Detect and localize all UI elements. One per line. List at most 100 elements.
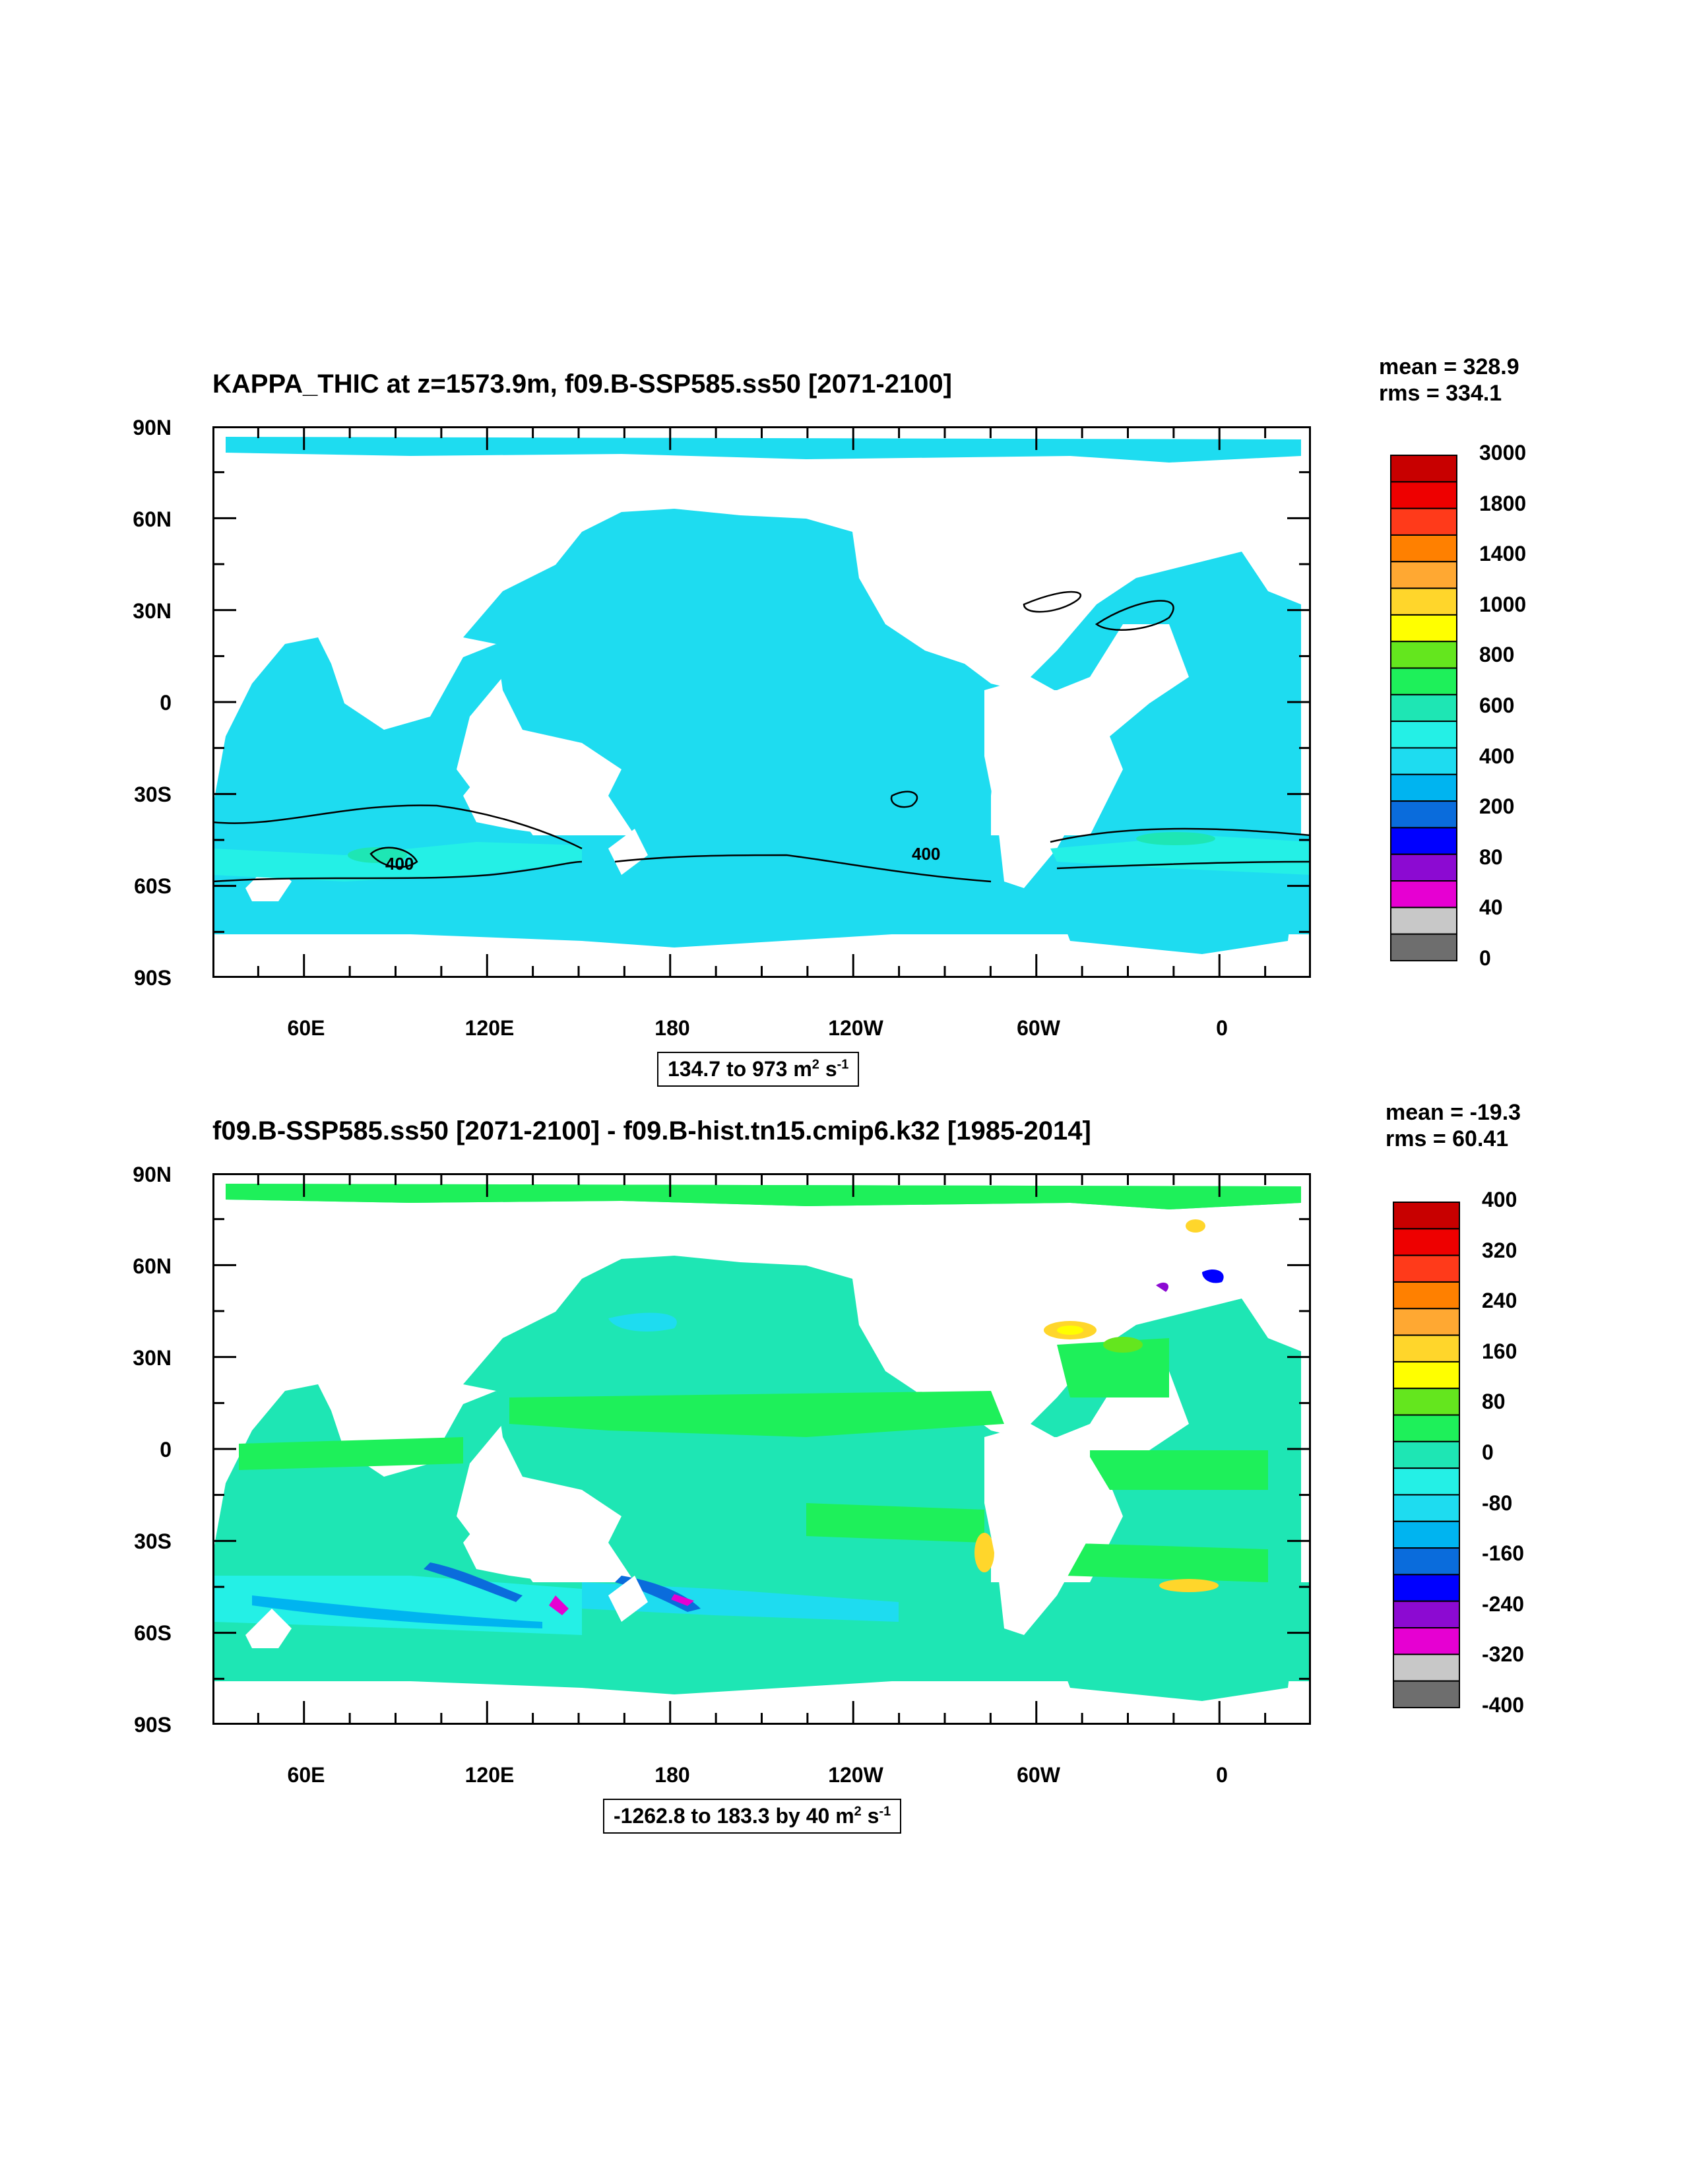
colorbar-label: 400 bbox=[1482, 1188, 1517, 1211]
colorbar-swatch bbox=[1393, 1680, 1460, 1708]
colorbar-label: 80 bbox=[1482, 1390, 1506, 1414]
panel1-lat-label-30n: 30N bbox=[133, 599, 172, 623]
panel2-map bbox=[212, 1173, 1311, 1725]
colorbar-swatch bbox=[1393, 1494, 1460, 1522]
colorbar-swatch bbox=[1393, 1334, 1460, 1363]
colorbar-label: -160 bbox=[1482, 1541, 1525, 1566]
colorbar-swatch bbox=[1390, 907, 1457, 935]
colorbar-swatch bbox=[1390, 693, 1457, 723]
panel2-rms: rms = 60.41 bbox=[1386, 1126, 1509, 1151]
panel2-lat-label-60n: 60N bbox=[133, 1254, 172, 1278]
panel1-contours bbox=[212, 591, 1311, 883]
panel2-lon-label-120e: 120E bbox=[464, 1763, 515, 1787]
panel2-lon-label-180: 180 bbox=[654, 1763, 690, 1787]
panel1-lon-label-60e: 60E bbox=[287, 1016, 325, 1040]
colorbar-label: 800 bbox=[1479, 643, 1515, 667]
panel1-lon-label-0: 0 bbox=[1216, 1016, 1228, 1040]
colorbar-label: 600 bbox=[1479, 693, 1515, 717]
colorbar-swatch bbox=[1390, 614, 1457, 643]
colorbar-label: -80 bbox=[1482, 1491, 1513, 1515]
colorbar-swatch bbox=[1390, 853, 1457, 882]
colorbar-swatch bbox=[1390, 747, 1457, 775]
panel2-mean: mean = -19.3 bbox=[1386, 1100, 1521, 1125]
colorbar-label: 240 bbox=[1482, 1289, 1517, 1313]
colorbar-swatch bbox=[1393, 1281, 1460, 1310]
colorbar-swatch bbox=[1390, 534, 1457, 563]
colorbar-swatch bbox=[1393, 1467, 1460, 1496]
panel1-contour-label-2: 400 bbox=[912, 844, 940, 864]
colorbar-label: -240 bbox=[1482, 1591, 1525, 1616]
colorbar-swatch bbox=[1390, 455, 1457, 483]
panel2-lat-label-30n: 30N bbox=[133, 1346, 172, 1370]
panel1-lat-label-60s: 60S bbox=[134, 874, 172, 898]
panel1-lat-label-60n: 60N bbox=[133, 507, 172, 531]
colorbar-label: 200 bbox=[1479, 794, 1515, 819]
colorbar-label: 160 bbox=[1482, 1339, 1517, 1363]
panel1-contour-label-1: 400 bbox=[385, 854, 414, 874]
panel2-lon-label-120w: 120W bbox=[828, 1763, 883, 1787]
colorbar-swatch bbox=[1390, 667, 1457, 695]
panel1-lon-label-120w: 120W bbox=[828, 1016, 883, 1040]
colorbar-swatch bbox=[1393, 1388, 1460, 1416]
colorbar-swatch bbox=[1393, 1228, 1460, 1256]
colorbar-swatch bbox=[1393, 1520, 1460, 1549]
colorbar-swatch bbox=[1390, 827, 1457, 855]
colorbar-swatch bbox=[1393, 1547, 1460, 1576]
panel1-rms: rms = 334.1 bbox=[1379, 381, 1502, 406]
panel2-lat-label-30s: 30S bbox=[134, 1529, 172, 1553]
colorbar-swatch bbox=[1390, 587, 1457, 616]
colorbar-label: -400 bbox=[1482, 1693, 1525, 1717]
colorbar-swatch bbox=[1393, 1414, 1460, 1442]
colorbar-swatch bbox=[1390, 641, 1457, 669]
panel2-land bbox=[245, 1424, 1110, 1648]
colorbar-swatch bbox=[1393, 1574, 1460, 1602]
colorbar-label: 320 bbox=[1482, 1238, 1517, 1262]
panel1-lon-label-180: 180 bbox=[654, 1016, 690, 1040]
panel1-acc-band bbox=[212, 832, 1311, 882]
colorbar-swatch bbox=[1390, 773, 1457, 802]
panel2-title: f09.B-SSP585.ss50 [2071-2100] - f09.B-hi… bbox=[212, 1116, 1091, 1145]
panel1-colorbar bbox=[1390, 455, 1457, 961]
panel2-lat-label-90n: 90N bbox=[133, 1163, 172, 1186]
colorbar-label: 3000 bbox=[1479, 441, 1527, 465]
colorbar-swatch bbox=[1393, 1440, 1460, 1469]
colorbar-label: 1800 bbox=[1479, 491, 1527, 515]
colorbar-label: 40 bbox=[1479, 895, 1503, 920]
panel1-lat-label-90s: 90S bbox=[134, 966, 172, 990]
colorbar-swatch bbox=[1393, 1308, 1460, 1336]
colorbar-label: 1400 bbox=[1479, 542, 1527, 566]
colorbar-swatch bbox=[1390, 507, 1457, 536]
colorbar-label: 0 bbox=[1479, 946, 1491, 970]
panel1-mean: mean = 328.9 bbox=[1379, 354, 1519, 379]
colorbar-swatch bbox=[1393, 1361, 1460, 1390]
colorbar-swatch bbox=[1393, 1600, 1460, 1629]
colorbar-swatch bbox=[1390, 880, 1457, 909]
panel2-lat-label-60s: 60S bbox=[134, 1621, 172, 1645]
panel2-colorbar bbox=[1393, 1202, 1460, 1708]
colorbar-label: 80 bbox=[1479, 845, 1503, 869]
colorbar-swatch bbox=[1393, 1202, 1460, 1230]
colorbar-swatch bbox=[1390, 721, 1457, 749]
colorbar-swatch bbox=[1390, 800, 1457, 829]
colorbar-swatch bbox=[1393, 1654, 1460, 1682]
panel2-lat-label-90s: 90S bbox=[134, 1713, 172, 1737]
panel1-lon-label-120e: 120E bbox=[464, 1016, 515, 1040]
panel1-lat-label-30s: 30S bbox=[134, 783, 172, 806]
panel1-range-box: 134.7 to 973 m2 s-1 bbox=[657, 1052, 860, 1087]
panel2-positive-patches bbox=[974, 1219, 1219, 1592]
panel2-lon-label-60w: 60W bbox=[1017, 1763, 1060, 1787]
panel2-lon-label-60e: 60E bbox=[287, 1763, 325, 1787]
panel1-title: KAPPA_THIC at z=1573.9m, f09.B-SSP585.ss… bbox=[212, 369, 952, 399]
panel2-lat-label-0: 0 bbox=[160, 1438, 172, 1461]
panel2-lon-label-0: 0 bbox=[1216, 1763, 1228, 1787]
panel1-lon-label-60w: 60W bbox=[1017, 1016, 1060, 1040]
colorbar-swatch bbox=[1390, 933, 1457, 961]
colorbar-swatch bbox=[1393, 1254, 1460, 1283]
panel2-green-patches bbox=[226, 1184, 1301, 1582]
colorbar-label: 0 bbox=[1482, 1440, 1494, 1464]
colorbar-swatch bbox=[1390, 561, 1457, 589]
colorbar-swatch bbox=[1390, 481, 1457, 509]
colorbar-label: -320 bbox=[1482, 1642, 1525, 1667]
panel1-lat-label-0: 0 bbox=[160, 691, 172, 715]
